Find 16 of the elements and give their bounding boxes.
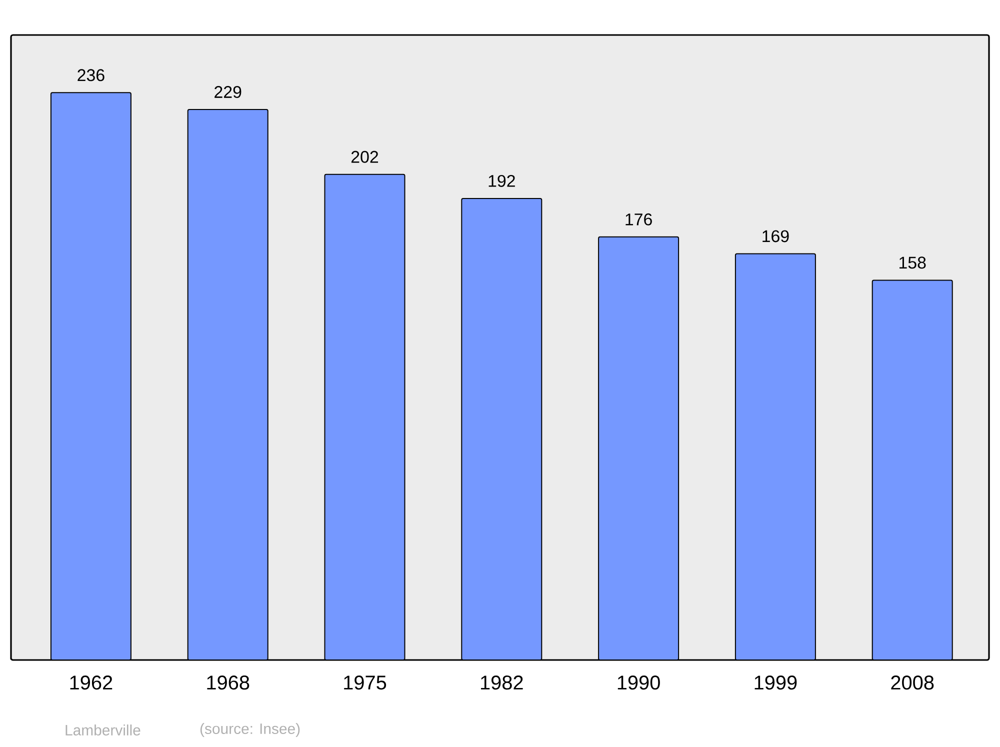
x-tick-label: 1990: [618, 676, 660, 690]
text: Lamberville: [66, 724, 140, 736]
text: (source: Insee): [200, 723, 300, 737]
x-tick-label: 1999: [754, 676, 797, 690]
x-tick-label: 1982: [481, 676, 523, 690]
data-label: 158: [900, 256, 926, 269]
data-label: 169: [762, 230, 789, 242]
x-tick-label: 1968: [207, 676, 250, 690]
data-label: 236: [78, 69, 104, 82]
data-label: 176: [626, 213, 652, 226]
data-label: 202: [351, 150, 378, 163]
x-tick-label: 2008: [891, 676, 934, 690]
data-label: 229: [214, 86, 242, 98]
x-tick-label: 1975: [344, 676, 386, 690]
x-tick-label: 1962: [70, 676, 112, 690]
data-label: 192: [488, 174, 515, 187]
